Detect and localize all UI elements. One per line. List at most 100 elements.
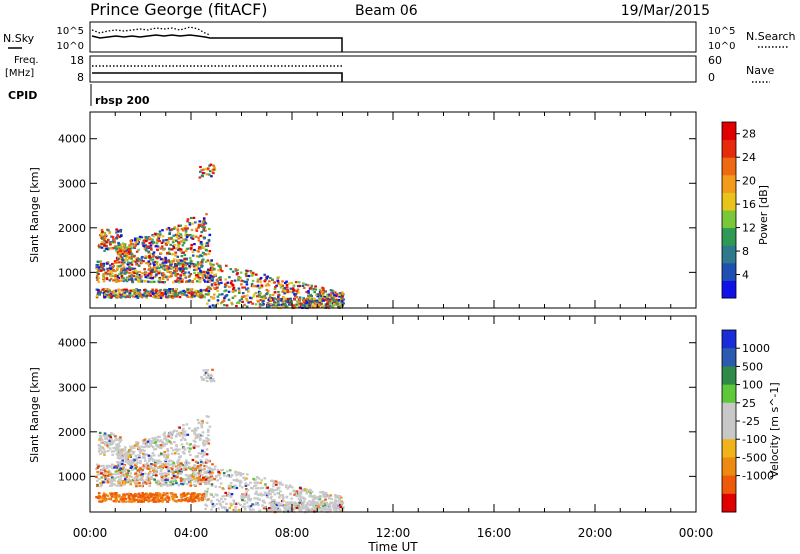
power-data-cell (100, 241, 104, 244)
power-data-cell (186, 220, 189, 223)
velocity-data-cell (112, 464, 115, 467)
power-data-cell (105, 241, 108, 244)
velocity-data-cell (119, 460, 123, 463)
velocity-colorbar-block (722, 348, 736, 367)
velocity-data-cell (268, 490, 271, 493)
power-data-cell (124, 256, 128, 259)
power-data-cell (149, 259, 152, 262)
velocity-data-cell (182, 424, 185, 427)
velocity-data-cell (211, 477, 214, 480)
power-data-cell (340, 296, 343, 299)
velocity-data-cell (185, 442, 189, 445)
power-data-cell (243, 295, 246, 298)
velocity-data-cell (321, 490, 325, 493)
velocity-data-cell (103, 494, 106, 497)
power-data-cell (209, 170, 212, 173)
velocity-data-cell (205, 448, 209, 451)
power-data-cell (116, 258, 119, 261)
velocity-data-cell (318, 497, 322, 501)
power-data-cell (193, 291, 196, 294)
power-data-cell (146, 274, 150, 277)
velocity-data-cell (263, 505, 267, 508)
velocity-data-cell (150, 441, 154, 444)
power-data-cell (321, 298, 324, 301)
velocity-data-cell (172, 461, 175, 465)
velocity-data-cell (176, 433, 179, 436)
power-data-cell (321, 286, 324, 289)
power-data-cell (129, 289, 133, 292)
velocity-data-cell (104, 472, 107, 475)
velocity-data-cell (206, 430, 210, 433)
velocity-data-cell (175, 476, 179, 479)
velocity-data-cell (281, 483, 284, 486)
power-data-cell (122, 278, 125, 281)
velocity-data-cell (99, 465, 103, 468)
power-data-cell (131, 267, 135, 270)
velocity-data-cell (214, 465, 217, 468)
velocity-data-cell (170, 495, 174, 498)
velocity-data-cell (174, 448, 178, 451)
power-data-cell (247, 290, 250, 293)
velocity-data-cell (187, 497, 190, 500)
power-data-cell (160, 264, 164, 267)
power-data-cell (202, 219, 206, 222)
power-data-cell (263, 294, 267, 297)
velocity-data-cell (194, 479, 198, 482)
power-data-cell (127, 250, 131, 253)
power-data-cell (154, 245, 158, 248)
power-colorbar-frame (721, 121, 737, 299)
velocity-data-cell (130, 475, 133, 478)
velocity-data-cell (207, 434, 210, 437)
velocity-data-cell (268, 507, 271, 510)
velocity-data-cell (123, 475, 127, 478)
velocity-data-cell (171, 463, 174, 466)
power-data-cell (176, 293, 180, 297)
power-data-cell (180, 234, 183, 237)
velocity-data-cell (111, 453, 114, 456)
velocity-data-cell (206, 487, 210, 490)
power-data-cell (134, 237, 137, 240)
velocity-data-cell (339, 496, 343, 499)
velocity-data-cell (188, 449, 191, 452)
power-data-cell (130, 263, 134, 266)
velocity-data-cell (173, 495, 177, 498)
power-data-cell (164, 290, 167, 293)
velocity-data-cell (110, 484, 113, 487)
power-data-cell (305, 290, 308, 294)
power-data-cell (182, 289, 186, 292)
velocity-data-cell (325, 501, 329, 504)
velocity-data-cell (167, 433, 171, 436)
velocity-colorbar-block (722, 457, 736, 477)
velocity-data-cell (258, 509, 262, 512)
velocity-data-cell (198, 498, 202, 501)
velocity-data-cell (172, 474, 176, 477)
power-data-cell (267, 284, 271, 287)
power-data-cell (225, 304, 229, 307)
velocity-data-cell (201, 431, 205, 434)
power-data-cell (172, 234, 176, 237)
power-data-cell (259, 286, 263, 289)
velocity-data-cell (155, 462, 159, 465)
power-data-cell (181, 269, 185, 272)
velocity-data-cell (129, 455, 132, 458)
velocity-data-cell (186, 461, 190, 464)
power-data-cell (208, 233, 212, 237)
power-data-cell (164, 261, 168, 264)
power-data-cell (172, 260, 175, 263)
velocity-data-cell (197, 499, 201, 502)
power-data-cell (227, 298, 231, 301)
velocity-data-cell (256, 487, 260, 490)
velocity-data-cell (294, 492, 297, 495)
power-data-cell (313, 291, 316, 294)
velocity-data-cell (284, 486, 288, 489)
power-data-cell (133, 290, 137, 293)
power-data-cell (189, 273, 193, 276)
power-data-cell (203, 226, 206, 229)
power-data-cell (238, 291, 241, 294)
velocity-data-cell (278, 494, 282, 497)
velocity-data-cell (145, 462, 149, 465)
velocity-data-cell (243, 503, 246, 506)
velocity-data-cell (194, 445, 197, 448)
power-data-cell (201, 294, 204, 297)
velocity-data-cell (166, 495, 169, 498)
